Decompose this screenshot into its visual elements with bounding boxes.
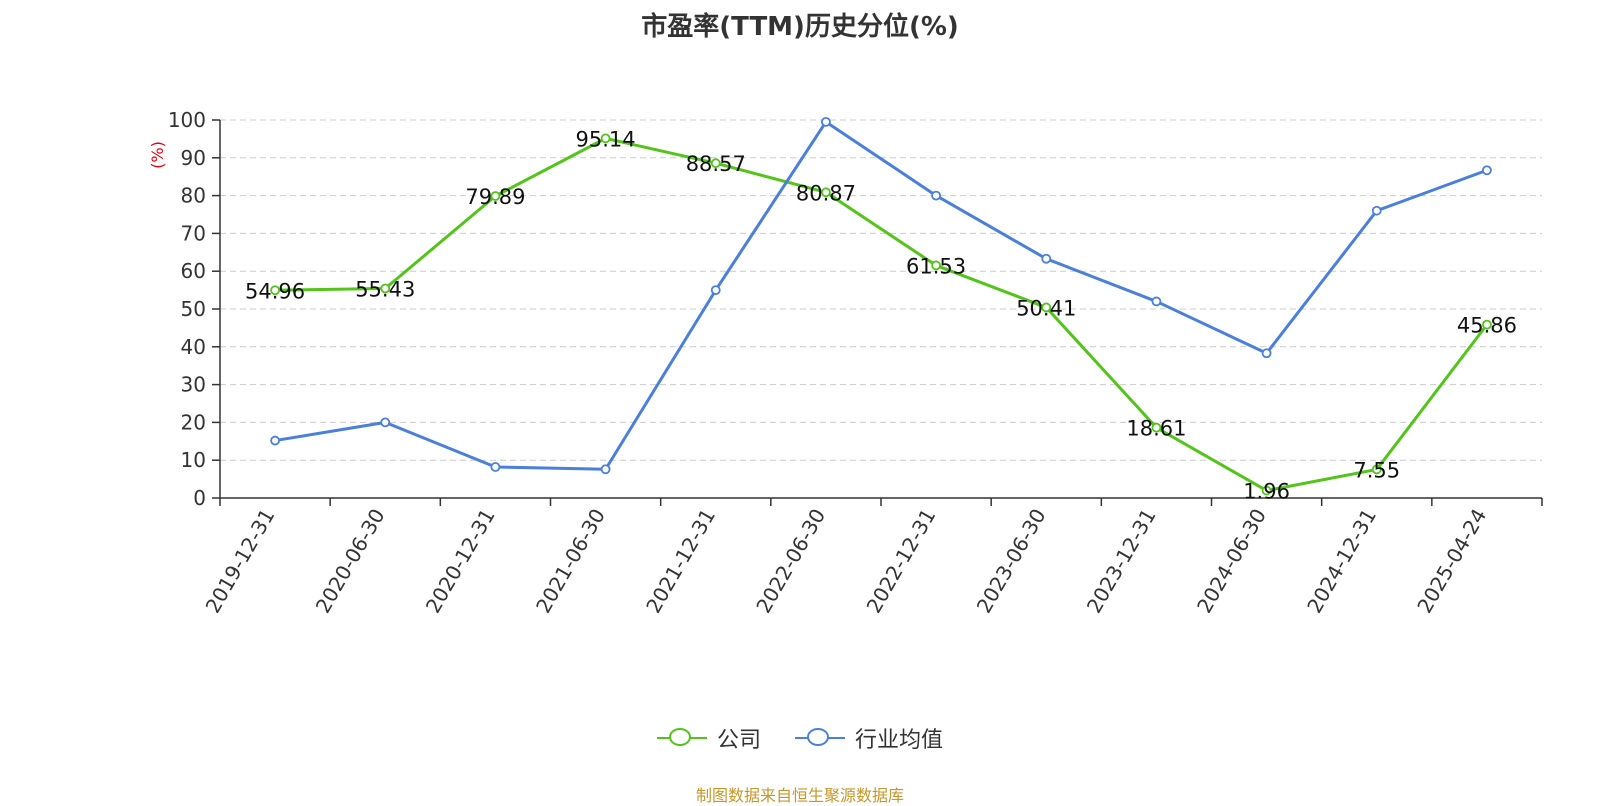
chart-title: 市盈率(TTM)历史分位(%)	[641, 12, 959, 42]
data-label: 50.41	[1016, 296, 1076, 320]
legend: 公司 行业均值	[0, 722, 1600, 754]
data-labels: 54.96 55.43 79.89 95.14 88.57 80.87 61.53 50.41…	[245, 127, 1517, 503]
data-point-industry-average	[1041, 253, 1052, 264]
data-point-company	[931, 260, 941, 271]
data-point-company	[1482, 319, 1492, 330]
x-tick-label: 2023-12-31	[1082, 505, 1161, 618]
legend-company-label: 公司	[716, 728, 761, 753]
x-tick-label: 2020-06-30	[311, 505, 390, 618]
y-tick-label: 20	[181, 410, 206, 434]
x-tick-label: 2025-04-24	[1412, 505, 1491, 618]
data-point-industry-average	[380, 417, 391, 428]
data-point-industry-average	[1482, 165, 1492, 176]
data-point-company	[490, 191, 501, 201]
data-point-industry-average	[1371, 205, 1382, 216]
x-tick-label: 2019-12-31	[201, 505, 280, 618]
data-point-industry-average	[270, 435, 280, 446]
legend-industry-average-icon	[795, 728, 845, 748]
data-point-company	[1041, 302, 1052, 313]
legend-industry-average-label: 行业均值	[855, 728, 944, 753]
data-label: 61.53	[906, 254, 966, 278]
legend-company-icon	[656, 728, 707, 748]
source-note: 制图数据来自恒生聚源数据库	[695, 786, 904, 805]
y-tick-label: 50	[181, 297, 206, 321]
y-tick-label: 0	[193, 486, 206, 510]
x-tick-label: 2020-12-31	[421, 504, 500, 617]
y-tick-label: 10	[181, 448, 206, 472]
data-point-industry-average	[600, 464, 611, 475]
data-label: 88.57	[686, 152, 746, 176]
data-label: 55.43	[355, 277, 415, 301]
data-point-industry-average	[1261, 348, 1272, 359]
y-tick-label: 40	[181, 335, 206, 359]
data-label: 54.96	[245, 279, 305, 303]
data-label: 1.96	[1243, 480, 1290, 504]
data-label: 95.14	[576, 127, 636, 151]
x-tick-label: 2021-06-30	[531, 505, 610, 618]
y-tick-label: 60	[181, 259, 206, 283]
data-point-company	[1261, 485, 1272, 496]
series-layer	[270, 116, 1492, 496]
y-tick-label: 80	[181, 184, 206, 208]
data-label: 79.89	[465, 185, 525, 209]
x-tick-label: 2024-12-31	[1302, 505, 1381, 618]
x-tick-label: 2021-12-31	[641, 505, 720, 618]
data-label: 80.87	[796, 181, 856, 205]
data-label: 45.86	[1457, 314, 1517, 338]
legend-item-company[interactable]: 公司	[656, 722, 761, 754]
data-point-company	[710, 158, 721, 169]
x-tick-label: 2023-06-30	[972, 505, 1051, 618]
y-tick-label: 100	[168, 108, 206, 132]
data-point-industry-average	[490, 462, 501, 472]
x-tick-label: 2022-06-30	[751, 505, 830, 618]
data-point-industry-average	[1151, 296, 1162, 307]
data-point-company	[380, 283, 391, 294]
data-point-industry-average	[821, 116, 831, 127]
data-point-industry-average	[931, 190, 941, 201]
x-tick-label: 2024-06-30	[1192, 505, 1271, 618]
data-label: 7.55	[1353, 458, 1400, 482]
x-tick-label: 2022-12-31	[862, 504, 941, 617]
data-point-company	[821, 187, 831, 198]
y-tick-label: 90	[181, 146, 206, 170]
y-tick-label: 30	[181, 373, 206, 397]
y-axis-label: (%)	[148, 141, 167, 169]
data-point-company	[270, 285, 280, 296]
y-tick-label: 70	[181, 221, 206, 245]
series-line-company	[273, 136, 1489, 493]
grid-lines	[220, 119, 1542, 499]
data-point-company	[1151, 422, 1162, 433]
data-label: 18.61	[1126, 417, 1186, 441]
legend-item-industry-average[interactable]: 行业均值	[795, 722, 943, 754]
data-point-company	[1371, 464, 1382, 475]
data-point-industry-average	[710, 285, 721, 296]
series-line-industry-average	[273, 120, 1489, 471]
data-point-company	[600, 133, 611, 144]
